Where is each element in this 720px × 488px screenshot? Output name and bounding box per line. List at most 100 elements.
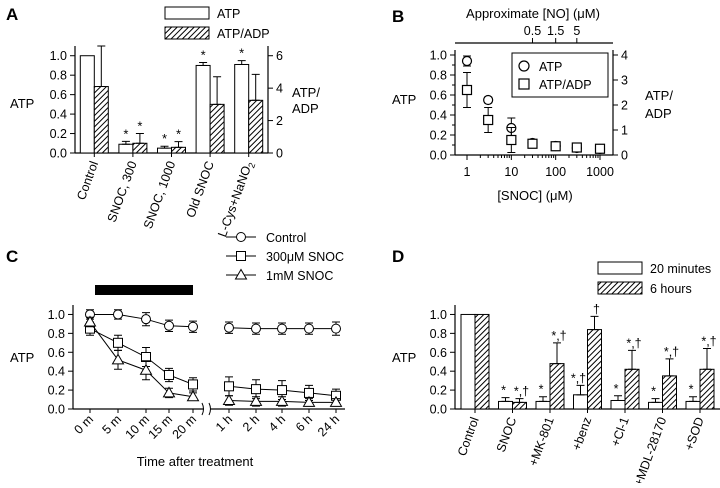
- d-bar-20-minutes: [685, 400, 701, 410]
- a-errbar-atp: [121, 140, 130, 145]
- b-point-atp-adp: [483, 114, 494, 126]
- a-errbar-atp-adp: [135, 133, 144, 144]
- d-errbar-20-minutes: [689, 396, 697, 402]
- c-point-control: [141, 314, 151, 325]
- d-category-label: +benz: [569, 415, 594, 452]
- c-ytick-label: 1.0: [48, 308, 65, 322]
- c-point-1mm-snoc: [329, 395, 343, 407]
- legend-swatch-atp-adp: [164, 26, 210, 40]
- c-xtick-label: 4 h: [266, 412, 288, 434]
- c-point-1mm-snoc: [139, 363, 153, 375]
- b-point-atp-adp: [527, 138, 538, 149]
- b-ytick-label: 1.0: [430, 49, 447, 63]
- c-point-control: [331, 323, 341, 334]
- b-ytick-label: 0.0: [430, 149, 447, 163]
- c-point-1mm-snoc: [111, 353, 125, 365]
- d-significance-mark-6-hours: *,†: [664, 345, 679, 359]
- panel-b-ylabel: ATP: [392, 92, 416, 107]
- c-xtick-label: 2 h: [240, 412, 262, 434]
- d-category-label: +SOD: [682, 415, 707, 452]
- d-category-label: +Cl-1: [608, 415, 632, 448]
- b-xtick-label: 1: [464, 165, 471, 179]
- d-category-label: +MDL-28170: [631, 415, 669, 483]
- d-bar-6-hours: [699, 368, 715, 410]
- a-ytick-label: 1.0: [50, 49, 67, 63]
- a-bar-atp-adp: [171, 146, 186, 154]
- d-bar-6-hours: [587, 329, 602, 410]
- legend-marker-circle: [518, 60, 530, 72]
- a-significance-star-atp: *: [201, 48, 206, 63]
- d-bar-6-hours: [624, 368, 640, 410]
- d-bar-20-minutes: [498, 400, 513, 410]
- panel-b-legend-box: [511, 52, 609, 98]
- c-point-1mm-snoc: [302, 395, 316, 407]
- d-bar-6-hours: [662, 375, 677, 410]
- c-point-300um-snoc: [251, 384, 261, 395]
- a-bar-atp-adp: [93, 86, 109, 154]
- c-xtick-label: 24 h: [315, 412, 342, 439]
- a-errbar-atp: [199, 62, 208, 66]
- d-ytick-label: 0.4: [430, 365, 447, 379]
- b-ytick-label: 0.2: [430, 129, 447, 143]
- d-significance-mark-20-minutes: *: [651, 385, 656, 399]
- c-point-1mm-snoc: [162, 386, 176, 398]
- c-xtick-label: 15 m: [146, 412, 176, 442]
- c-point-control: [251, 323, 261, 334]
- a-ytick-label: 0.6: [50, 88, 67, 102]
- b-point-atp-adp: [571, 142, 582, 153]
- d-significance-mark-20-minutes: *: [539, 383, 544, 397]
- c-point-1mm-snoc: [186, 390, 200, 402]
- a-bar-atp-adp: [209, 103, 225, 154]
- a-bar-atp-adp: [248, 99, 264, 154]
- d-errbar-6-hours: [590, 315, 599, 331]
- b-y2tick-label: 3: [621, 74, 628, 88]
- c-xtick-label: 10 m: [123, 412, 153, 442]
- a-significance-star-atp-adp: *: [176, 127, 181, 142]
- c-point-300um-snoc: [224, 381, 234, 392]
- legend-label-atp-adp: ATP/ADP: [217, 27, 270, 41]
- a-category-label: L-Cys+NaNO2: [215, 159, 257, 239]
- d-significance-mark-6-hours: *,†: [701, 334, 716, 348]
- d-bar-6-hours: [474, 313, 490, 410]
- b-ytick-label: 0.6: [430, 89, 447, 103]
- a-errbar-atp-adp: [213, 76, 222, 105]
- c-point-control: [113, 309, 123, 320]
- c-xtick-label: 20 m: [170, 412, 200, 442]
- panel-label-c: C: [6, 247, 18, 266]
- a-ytick-label: 0.0: [50, 147, 67, 161]
- d-bar-6-hours: [512, 401, 527, 410]
- c-ytick-label: 0.2: [48, 384, 65, 398]
- a-bar-atp: [118, 143, 134, 154]
- panel-a-ylabel: ATP: [10, 96, 34, 111]
- c-point-control: [224, 322, 234, 333]
- legend-label-control: Control: [266, 231, 306, 245]
- c-ytick-label: 0.4: [48, 365, 65, 379]
- d-significance-mark-6-hours: *,†: [514, 385, 529, 399]
- c-ytick-label: 0.8: [48, 327, 65, 341]
- panel-label-b: B: [392, 7, 404, 26]
- panel-b-chart: ATP ATP/ ADP Approximate [NO] (μM) [SNOC…: [392, 6, 673, 203]
- panel-a-y2label-line1: ATP/: [292, 85, 320, 100]
- d-bar-20-minutes: [460, 313, 476, 410]
- d-significance-mark-20-minutes: *: [689, 383, 694, 397]
- legend-marker-1mm: [234, 268, 248, 280]
- panel-d-ylabel: ATP: [392, 350, 416, 365]
- b-point-atp-adp: [594, 143, 606, 154]
- b-y2tick-label: 1: [621, 124, 628, 138]
- d-errbar-6-hours: [515, 398, 524, 403]
- panel-label-d: D: [392, 247, 404, 266]
- b-top-tick-label: 5: [573, 24, 580, 38]
- a-significance-star-atp: *: [162, 131, 167, 146]
- b-xtick-label: 10: [504, 165, 518, 179]
- c-point-control: [277, 323, 287, 334]
- d-errbar-20-minutes: [576, 384, 585, 396]
- panel-b-y2label-line2: ADP: [645, 106, 672, 121]
- c-point-300um-snoc: [113, 337, 123, 348]
- d-bar-6-hours: [549, 363, 565, 410]
- a-bar-atp: [157, 147, 172, 154]
- d-significance-mark-20-minutes: *: [501, 384, 506, 398]
- legend-marker-300um: [236, 251, 246, 261]
- a-category-label: Control: [74, 159, 101, 202]
- a-y2tick-label: 4: [276, 82, 283, 96]
- panel-b-top-axis-label: Approximate [NO] (μM): [466, 6, 600, 21]
